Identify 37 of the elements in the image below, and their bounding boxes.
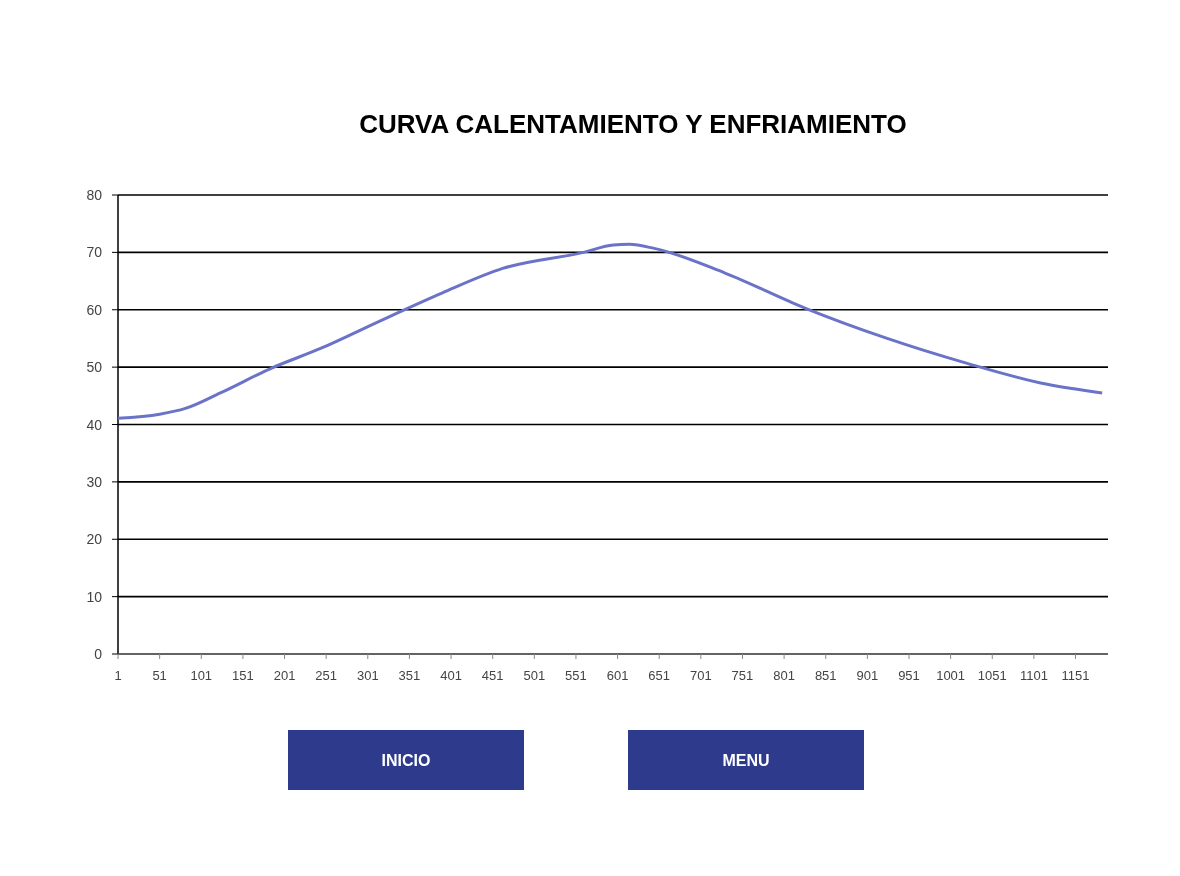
x-tick-label: 951 <box>898 668 920 683</box>
x-tick-label: 751 <box>731 668 754 683</box>
text: INICIO <box>381 752 431 769</box>
x-tick-label: 601 <box>606 668 629 683</box>
x-tick-label: 51 <box>152 668 167 683</box>
text: MENU <box>722 752 770 769</box>
x-tick-label: 501 <box>523 668 546 683</box>
x-tick-label: 1101 <box>1019 668 1048 683</box>
x-tick-label: 1001 <box>936 668 966 683</box>
x-tick-label: 201 <box>273 668 296 683</box>
x-tick-label: 801 <box>773 668 795 683</box>
y-tick-label: 80 <box>86 187 103 203</box>
y-tick-label: 10 <box>86 588 103 605</box>
y-tick-label: 0 <box>94 646 103 662</box>
y-tick-label: 30 <box>86 473 103 490</box>
x-tick-label: 451 <box>481 668 504 683</box>
x-tick-label: 1 <box>114 668 122 683</box>
y-tick-label: 20 <box>86 531 103 548</box>
x-tick-label: 651 <box>648 668 671 683</box>
x-tick-label: 401 <box>440 668 462 683</box>
x-tick-label: 701 <box>689 668 712 683</box>
y-tick-label: 50 <box>86 359 103 376</box>
y-tick-label: 40 <box>86 416 103 433</box>
y-tick-label: 60 <box>86 301 103 318</box>
x-tick-label: 301 <box>356 668 379 683</box>
x-tick-label: 101 <box>190 668 213 683</box>
x-tick-label: 851 <box>814 668 837 683</box>
x-tick-label: 251 <box>315 668 338 683</box>
chart-title: CURVA CALENTAMIENTO Y ENFRIAMIENTO <box>359 109 907 139</box>
x-tick-label: 1151 <box>1061 668 1090 683</box>
y-tick-label: 70 <box>86 244 103 261</box>
x-tick-label: 551 <box>565 668 587 683</box>
x-tick-label: 351 <box>398 668 421 683</box>
x-tick-label: 1051 <box>977 668 1007 683</box>
x-tick-label: 151 <box>232 668 254 683</box>
x-tick-label: 901 <box>856 668 879 683</box>
line-series <box>116 242 1104 420</box>
